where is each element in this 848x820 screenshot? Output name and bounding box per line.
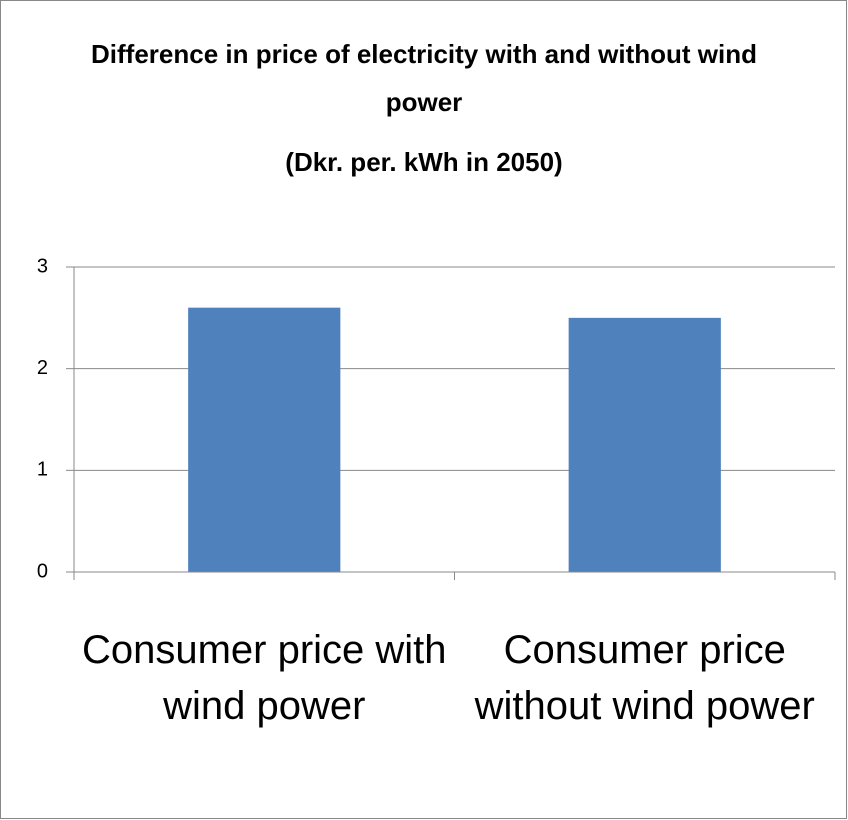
- x-tick-label: Consumer price with wind power: [81, 628, 447, 728]
- bar: [568, 317, 721, 572]
- y-tick-label: 1: [37, 459, 48, 481]
- bar: [188, 307, 341, 572]
- chart-title: Difference in price of electricity with …: [91, 39, 757, 117]
- y-tick-label: 3: [37, 255, 48, 277]
- x-tick-label: Consumer price without wind power: [474, 628, 815, 728]
- y-tick-label: 2: [37, 357, 48, 379]
- chart-subtitle: (Dkr. per. kWh in 2050): [285, 147, 563, 177]
- y-tick-label: 0: [37, 560, 48, 582]
